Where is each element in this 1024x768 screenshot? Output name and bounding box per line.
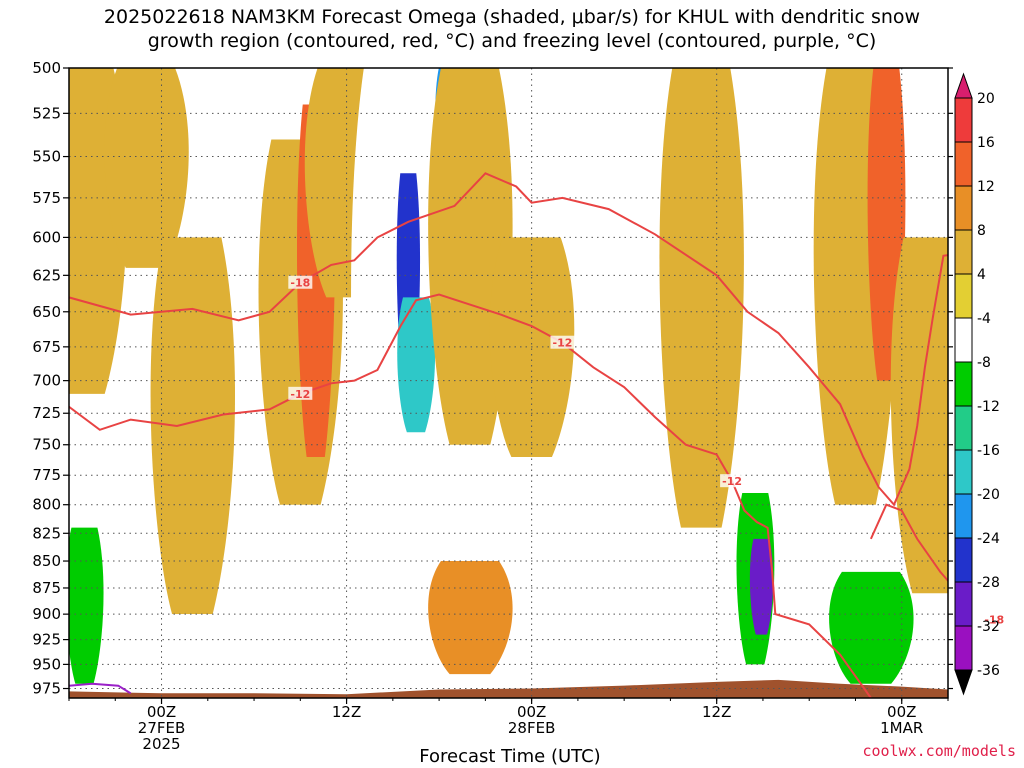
y-tick-label: 575 [32,189,61,207]
y-tick-label: 600 [32,228,61,246]
colorbar-label: -20 [977,487,1000,503]
omega-region [150,237,236,615]
colorbar-box [954,361,973,407]
contour-label-bg [982,612,1007,626]
x-tick-label: 00Z [517,703,546,721]
plot-frame [68,67,949,699]
y-tick-label: 825 [32,524,61,542]
axes: 500 525 550 575 600 625 650 675 700 725 750 775 800 8… [32,59,953,753]
y-tick-label: 625 [32,266,61,284]
y-tick-label: 750 [32,436,61,454]
x-axis-label: Forecast Time (UTC) [419,746,600,767]
colorbar-box [954,141,973,187]
colorbar-box [954,449,973,495]
omega-region [69,527,104,684]
contour-label-bg [720,474,745,488]
y-tick-label: 725 [32,404,61,422]
colorbar-box [954,229,973,275]
y-tick-label: 950 [32,655,61,673]
y-tick-label: 800 [32,496,61,514]
colorbar-box [954,537,973,583]
colorbar-box [954,625,973,671]
colorbar-label: 8 [977,223,986,239]
colorbar-label: -36 [977,663,1000,679]
x-tick-label: 28FEB [508,719,555,737]
colorbar-box [954,317,973,363]
contour-label: -12 [722,475,742,488]
omega-region [397,297,436,433]
x-tick-label: 27FEB [138,719,185,737]
omega-region [428,561,513,675]
colorbar-label: -12 [977,399,1000,415]
colorbar-label: -24 [977,531,1000,547]
colorbar-label: -8 [977,355,991,371]
plot-area [69,68,948,698]
y-tick-label: 675 [32,338,61,356]
colorbar-box [954,493,973,539]
x-tick-label: 00Z [887,703,916,721]
x-tick-label: 1MAR [880,719,923,737]
x-tick-label: 2025 [142,735,180,753]
credit-text: coolwx.com/models [862,742,1016,760]
y-tick-label: 900 [32,605,61,623]
colorbar-box [954,185,973,231]
contour-dgz [69,293,872,698]
colorbar-box [954,405,973,451]
y-tick-label: 975 [32,680,61,698]
colorbar-bottom-arrow [954,669,973,696]
y-tick-label: 775 [32,466,61,484]
contour-label: -18 [984,613,1004,626]
colorbar-top-arrow [954,72,973,99]
contour-label: -12 [290,388,310,401]
contour-label-bg [550,335,575,349]
contour-label: -12 [553,337,573,350]
omega-region [104,68,189,268]
y-tick-label: 700 [32,372,61,390]
colorbar-box [954,273,973,319]
omega-region [829,571,914,684]
colorbar-box [954,581,973,627]
colorbar-label: 20 [977,91,995,107]
y-tick-label: 500 [32,59,61,77]
chart-title-line2: growth region (contoured, red, °C) and f… [147,30,877,52]
terrain [69,679,948,698]
colorbar-label: -28 [977,575,1000,591]
colorbar-box [954,97,973,143]
colorbar: 20 16 12 8 4 -4 -8 -12 -16 -20 -24 -28 -32 -36 [954,72,1000,696]
y-tick-label: 875 [32,579,61,597]
colorbar-label: 4 [977,267,986,283]
x-tick-label: 12Z [332,703,361,721]
contour-lines: -18 -12 -12 -12 -18 [69,172,1007,698]
contour-label: -18 [290,277,310,290]
y-tick-label: 925 [32,631,61,649]
chart-title-line1: 2025022618 NAM3KM Forecast Omega (shaded… [103,6,921,28]
colorbar-label: -4 [977,311,991,327]
omega-region [749,538,774,635]
y-tick-label: 525 [32,104,61,122]
colorbar-label: 12 [977,179,995,195]
contour-dgz [869,503,948,583]
x-tick-label: 00Z [147,703,176,721]
contour-label-bg [288,386,313,400]
x-tick-label: 12Z [702,703,731,721]
y-tick-label: 550 [32,148,61,166]
colorbar-label: -32 [977,619,1000,635]
colorbar-label: -16 [977,443,1000,459]
contour-freezing-level [69,682,132,695]
y-tick-label: 650 [32,303,61,321]
colorbar-label: 16 [977,135,995,151]
y-tick-label: 850 [32,552,61,570]
contour-label-bg [288,275,313,289]
omega-region [150,614,236,684]
omega-region [659,68,744,528]
